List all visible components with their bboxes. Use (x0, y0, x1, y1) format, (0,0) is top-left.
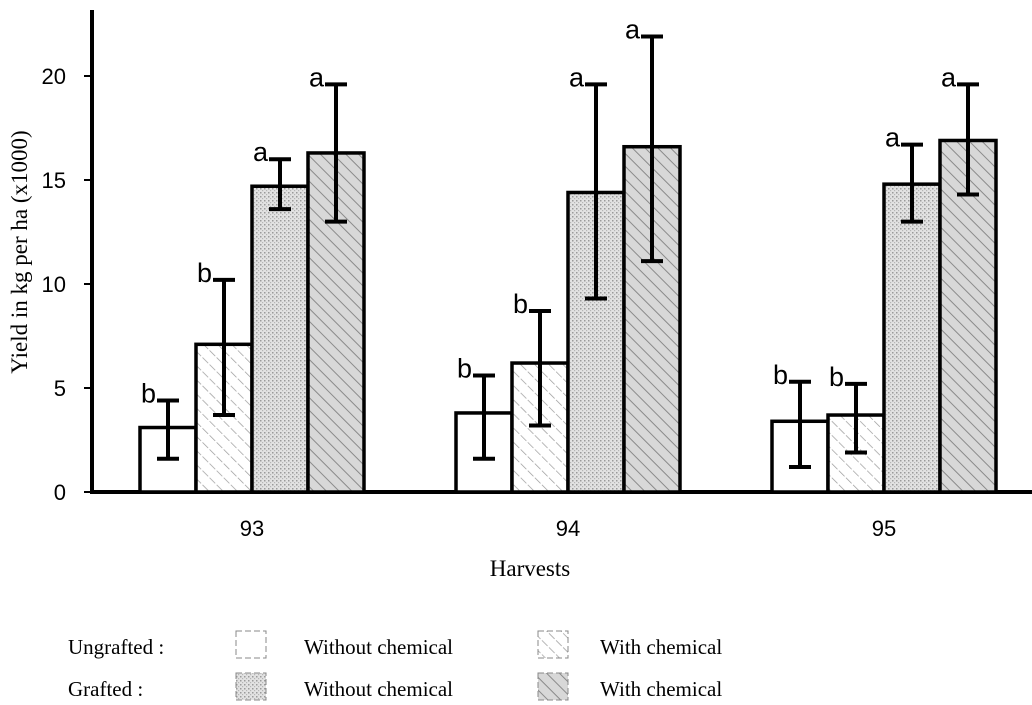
y-tick-label: 15 (42, 168, 66, 193)
legend-group-grafted: Grafted : (68, 677, 143, 701)
bar (250, 184, 310, 494)
y-axis-title: Yield in kg per ha (x1000) (7, 130, 32, 373)
error-bar (213, 277, 235, 418)
bar (882, 182, 942, 494)
y-tick-label: 5 (54, 376, 66, 401)
legend-swatch-grafted-without (235, 672, 267, 701)
error-bar (529, 309, 551, 428)
x-tick-label: 94 (556, 516, 580, 541)
error-bar (325, 82, 347, 224)
error-bar (269, 157, 291, 212)
error-bar (585, 82, 607, 301)
y-ticks: 0 5 10 15 20 (42, 64, 92, 505)
significance-label: b (141, 378, 156, 408)
legend-label-grafted-with: With chemical (600, 677, 722, 701)
legend-swatch-ungrafted-without (235, 630, 267, 659)
legend: Ungrafted : Without chemical With chemic… (68, 630, 722, 701)
significance-label: a (885, 123, 901, 153)
bars: b b b b b b a a a a a a (138, 14, 998, 494)
legend-label-grafted-without: Without chemical (304, 677, 453, 701)
significance-label: a (569, 62, 585, 92)
y-tick-label: 20 (42, 64, 66, 89)
bar (938, 138, 998, 494)
y-tick-label: 0 (54, 480, 66, 505)
significance-label: a (941, 62, 957, 92)
legend-label-ungrafted-without: Without chemical (304, 635, 453, 659)
significance-label: a (625, 14, 641, 44)
legend-swatch-ungrafted-with (537, 630, 569, 659)
significance-label: a (309, 62, 325, 92)
x-ticks: 93 94 95 (240, 516, 896, 541)
error-bar (641, 34, 663, 264)
x-tick-label: 95 (872, 516, 896, 541)
x-axis-title: Harvests (490, 556, 571, 581)
y-tick-label: 10 (42, 272, 66, 297)
legend-group-ungrafted: Ungrafted : (68, 635, 164, 659)
error-bar (789, 379, 811, 470)
significance-label: b (457, 354, 472, 384)
legend-label-ungrafted-with: With chemical (600, 635, 722, 659)
error-bar (901, 142, 923, 224)
significance-label: b (513, 289, 528, 319)
significance-label: b (197, 258, 212, 288)
error-bar (157, 398, 179, 461)
significance-label: a (253, 137, 269, 167)
error-bar (845, 381, 867, 455)
error-bar (957, 82, 979, 197)
x-tick-label: 93 (240, 516, 264, 541)
legend-swatch-grafted-with (537, 672, 569, 701)
significance-label: b (773, 360, 788, 390)
error-bar (473, 373, 495, 461)
significance-label: b (829, 362, 844, 392)
